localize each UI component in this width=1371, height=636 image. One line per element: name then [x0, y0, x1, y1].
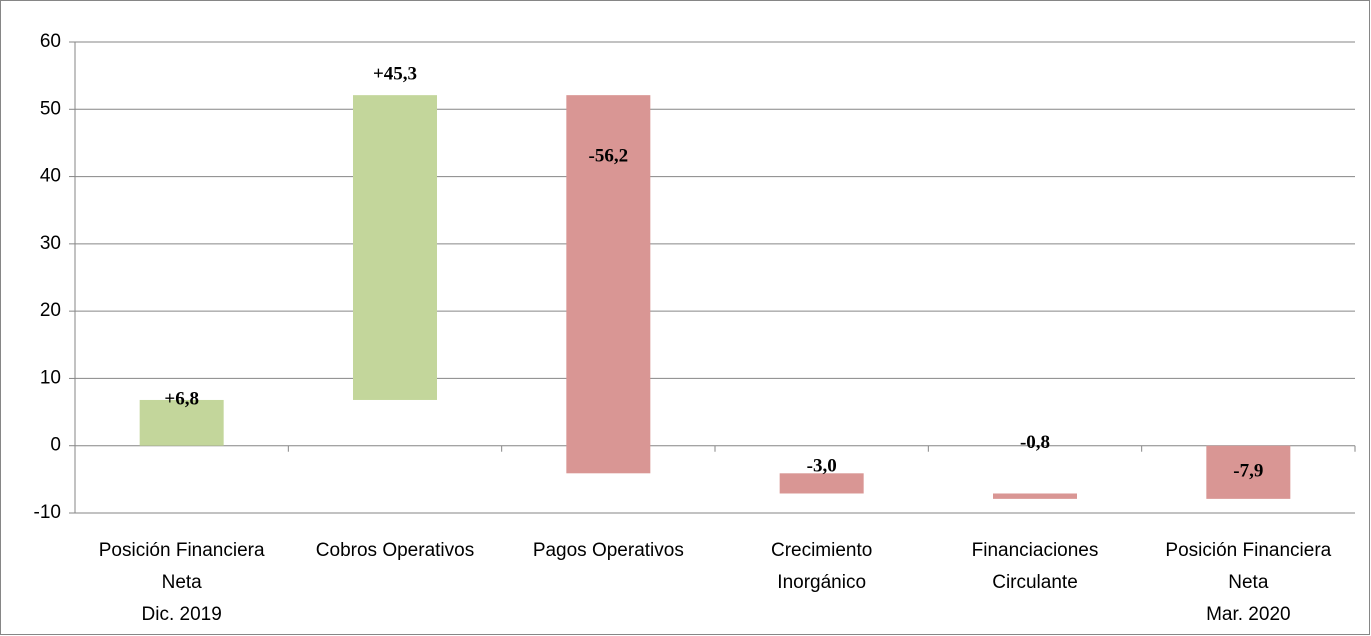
y-tick-label: -10 — [34, 502, 61, 523]
bar — [353, 95, 437, 400]
x-tick-label: Crecimiento — [771, 540, 872, 561]
y-tick-label: 10 — [40, 367, 61, 388]
value-label: -7,9 — [1233, 461, 1263, 482]
x-tick-label: Mar. 2020 — [1206, 604, 1291, 625]
x-tick-label: Neta — [1228, 572, 1269, 593]
value-label: -3,0 — [807, 456, 837, 477]
y-tick-label: 60 — [40, 31, 61, 52]
value-label: +45,3 — [373, 64, 417, 85]
value-label: -0,8 — [1020, 432, 1050, 453]
y-tick-label: 30 — [40, 233, 61, 254]
x-tick-label: Posición Financiera — [1165, 540, 1331, 561]
bar — [139, 399, 224, 446]
value-label: -56,2 — [589, 146, 629, 167]
x-tick-label: Posición Financiera — [99, 540, 265, 561]
y-tick-label: 40 — [40, 166, 61, 187]
bar — [1206, 445, 1291, 499]
y-tick-label: 20 — [40, 300, 61, 321]
y-tick-label: 50 — [40, 98, 61, 119]
bar — [779, 473, 864, 494]
x-tick-label: Cobros Operativos — [316, 540, 474, 561]
x-tick-label: Financiaciones — [972, 540, 1099, 561]
x-tick-label: Neta — [162, 572, 203, 593]
x-tick-label: Circulante — [992, 572, 1078, 593]
x-tick-label: Inorgánico — [777, 572, 866, 593]
value-label: +6,8 — [164, 388, 199, 409]
bar — [566, 95, 651, 474]
x-tick-label: Dic. 2019 — [142, 604, 222, 625]
x-tick-label: Pagos Operativos — [533, 540, 684, 561]
y-tick-label: 0 — [50, 435, 61, 456]
bar — [993, 493, 1077, 499]
